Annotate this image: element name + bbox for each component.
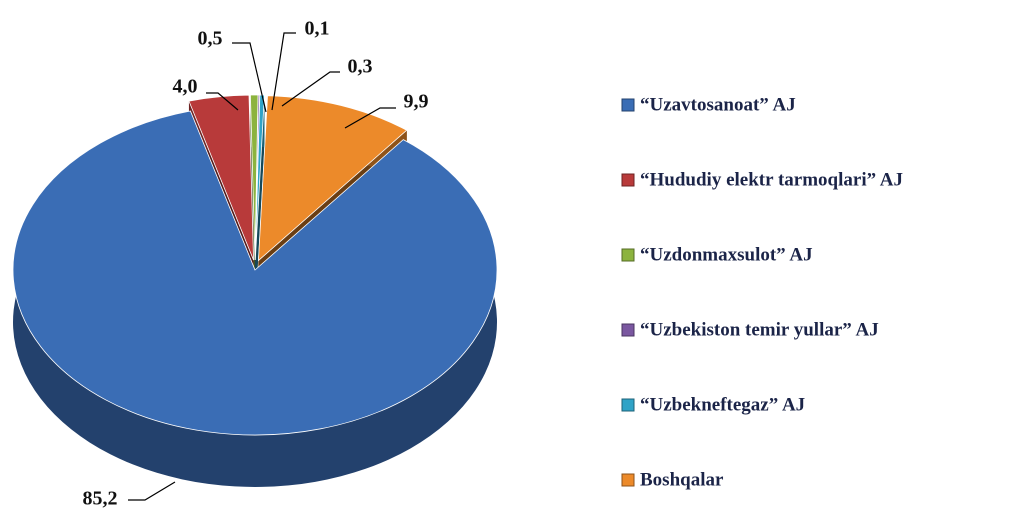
legend-label: Boshqalar xyxy=(640,469,724,490)
legend-label: “Uzbekneftegaz” AJ xyxy=(640,394,805,415)
data-label: 0,3 xyxy=(348,56,373,78)
slice-cut xyxy=(255,95,265,313)
leader-line xyxy=(281,71,340,107)
leader-line xyxy=(344,107,396,129)
legend-swatch xyxy=(621,473,635,487)
legend-swatch xyxy=(621,398,635,412)
data-label: 0,1 xyxy=(305,18,330,40)
legend-label: “Uzavtosanoat” AJ xyxy=(640,94,796,115)
data-label: 9,9 xyxy=(404,91,429,113)
data-label: 0,5 xyxy=(198,28,223,50)
leader-line xyxy=(271,32,296,111)
data-label: 85,2 xyxy=(83,488,118,510)
leader-line xyxy=(232,42,267,113)
legend-label: “Uzbekiston temir yullar” AJ xyxy=(640,319,879,340)
legend-swatch xyxy=(621,173,635,187)
legend-label: “Hududiy elektr tarmoqlari” AJ xyxy=(640,169,903,190)
slice xyxy=(12,110,498,436)
slice xyxy=(257,95,408,262)
legend-swatch xyxy=(621,323,635,337)
legend-swatch xyxy=(621,98,635,112)
leader-line xyxy=(128,481,176,501)
leader-line xyxy=(206,92,239,111)
legend-swatch xyxy=(621,248,635,262)
data-label: 4,0 xyxy=(173,76,198,98)
slice xyxy=(188,94,254,261)
legend-label: “Uzdonmaxsulot” AJ xyxy=(640,244,813,265)
